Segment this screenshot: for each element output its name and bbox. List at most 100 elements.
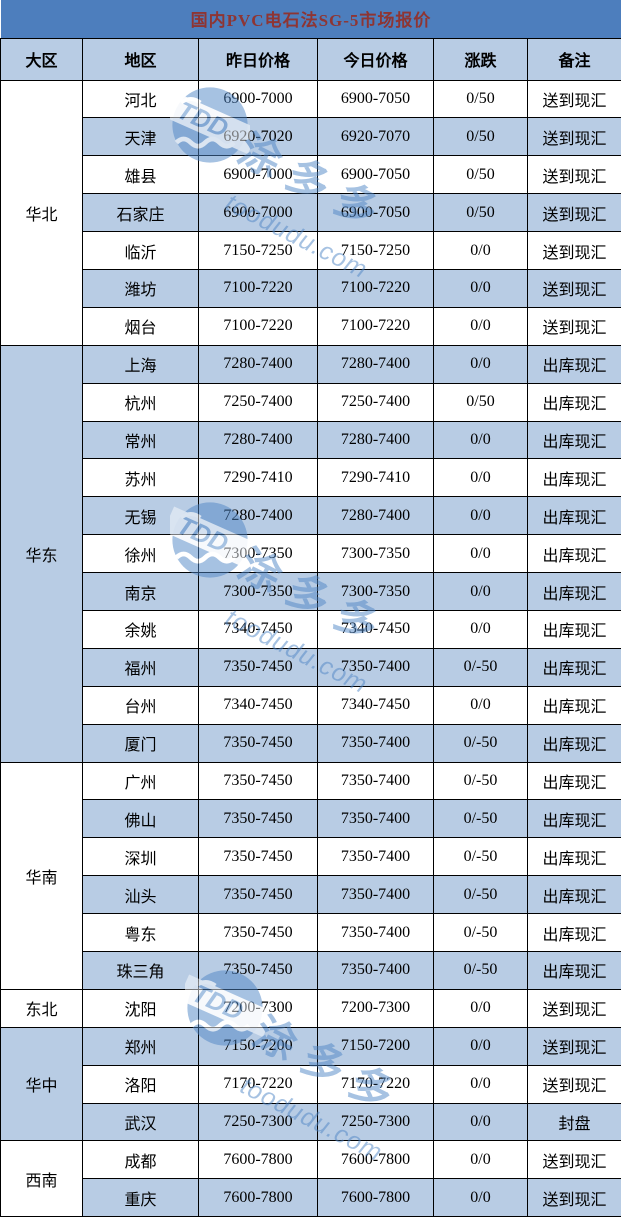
cell-today-price: 7100-7220	[317, 306, 434, 346]
cell-change: 0/50	[433, 382, 528, 422]
cell-note: 出库现汇	[526, 572, 621, 611]
table-body: 华北 河北 6900-7000 6900-7050 0/50 送到现汇 天津 6920-702…	[0, 79, 621, 1217]
cell-change: 0/0	[433, 609, 528, 649]
table-row: 台州 7340-7450 7340-7450 0/0 出库现汇	[1, 685, 621, 725]
cell-yesterday-price: 7250-7400	[198, 382, 318, 422]
cell-change: 0/0	[433, 306, 528, 346]
cell-today-price: 7170-7220	[317, 1064, 434, 1104]
table-row: 深圳 7350-7450 7350-7400 0/-50 出库现汇	[1, 837, 621, 877]
cell-change: 0/0	[433, 496, 528, 536]
cell-change: 0/50	[433, 117, 528, 157]
cell-change: 0/0	[433, 268, 528, 308]
cell-note: 出库现汇	[526, 761, 621, 801]
cell-yesterday-price: 7350-7450	[198, 647, 318, 687]
table-row: 余姚 7340-7450 7340-7450 0/0 出库现汇	[1, 609, 621, 649]
cell-yesterday-price: 7350-7450	[198, 723, 318, 763]
cell-area: 上海	[82, 344, 199, 384]
cell-note: 出库现汇	[526, 496, 621, 536]
cell-today-price: 7150-7200	[317, 1026, 434, 1066]
cell-today-price: 7350-7400	[317, 837, 434, 877]
cell-note: 出库现汇	[526, 534, 621, 574]
cell-today-price: 7200-7300	[317, 988, 434, 1028]
cell-area: 武汉	[82, 1102, 199, 1142]
cell-yesterday-price: 7350-7450	[198, 837, 318, 877]
cell-yesterday-price: 7350-7450	[198, 913, 318, 952]
table-row: 石家庄 6900-7000 6900-7050 0/50 送到现汇	[1, 193, 621, 233]
cell-today-price: 7280-7400	[317, 420, 434, 460]
header-change: 涨跌	[433, 37, 528, 81]
cell-note: 出库现汇	[526, 458, 621, 498]
cell-yesterday-price: 7150-7200	[198, 1026, 318, 1066]
table-row: 汕头 7350-7450 7350-7400 0/-50 出库现汇	[1, 875, 621, 915]
table-row: 天津 6920-7020 6920-7070 0/50 送到现汇	[1, 117, 621, 157]
cell-change: 0/0	[433, 1178, 528, 1217]
cell-change: 0/-50	[433, 875, 528, 915]
cell-change: 0/0	[433, 988, 528, 1028]
cell-change: 0/0	[433, 420, 528, 460]
region-cell: 华南	[0, 761, 83, 990]
cell-area: 雄县	[82, 155, 199, 195]
cell-yesterday-price: 7300-7350	[198, 534, 318, 574]
cell-today-price: 7250-7300	[317, 1102, 434, 1142]
cell-change: 0/50	[433, 79, 528, 119]
region-cell: 东北	[0, 988, 83, 1028]
cell-yesterday-price: 7150-7250	[198, 231, 318, 270]
cell-area: 福州	[82, 647, 199, 687]
table-row: 常州 7280-7400 7280-7400 0/0 出库现汇	[1, 420, 621, 460]
cell-note: 送到现汇	[526, 268, 621, 308]
cell-area: 广州	[82, 761, 199, 801]
cell-today-price: 7600-7800	[317, 1140, 434, 1180]
cell-yesterday-price: 6920-7020	[198, 117, 318, 157]
cell-area: 潍坊	[82, 268, 199, 308]
cell-today-price: 6900-7050	[317, 193, 434, 233]
cell-change: 0/-50	[433, 761, 528, 801]
cell-today-price: 7350-7400	[317, 875, 434, 915]
cell-note: 出库现汇	[526, 723, 621, 763]
cell-note: 出库现汇	[526, 382, 621, 422]
cell-change: 0/-50	[433, 913, 528, 952]
cell-yesterday-price: 7340-7450	[198, 609, 318, 649]
table-row: 雄县 6900-7000 6900-7050 0/50 送到现汇	[1, 155, 621, 195]
cell-today-price: 7280-7400	[317, 496, 434, 536]
cell-change: 0/-50	[433, 950, 528, 990]
table-row: 武汉 7250-7300 7250-7300 0/0 封盘	[1, 1102, 621, 1142]
cell-change: 0/0	[433, 1140, 528, 1180]
cell-area: 郑州	[82, 1026, 199, 1066]
cell-yesterday-price: 6900-7000	[198, 155, 318, 195]
cell-area: 无锡	[82, 496, 199, 536]
header-note: 备注	[526, 37, 621, 81]
cell-note: 出库现汇	[526, 799, 621, 839]
cell-area: 临沂	[82, 231, 199, 270]
table-row: 苏州 7290-7410 7290-7410 0/0 出库现汇	[1, 458, 621, 498]
table-row: 华北 河北 6900-7000 6900-7050 0/50 送到现汇	[0, 79, 621, 346]
header-area: 地区	[82, 37, 199, 81]
cell-area: 珠三角	[82, 950, 199, 990]
cell-note: 封盘	[526, 1102, 621, 1142]
cell-change: 0/0	[433, 685, 528, 725]
cell-area: 佛山	[82, 799, 199, 839]
cell-note: 出库现汇	[526, 420, 621, 460]
cell-today-price: 7290-7410	[317, 458, 434, 498]
cell-today-price: 6920-7070	[317, 117, 434, 157]
cell-yesterday-price: 7280-7400	[198, 496, 318, 536]
cell-yesterday-price: 6900-7000	[198, 193, 318, 233]
cell-change: 0/-50	[433, 647, 528, 687]
cell-change: 0/0	[433, 344, 528, 384]
cell-yesterday-price: 7100-7220	[198, 306, 318, 346]
cell-change: 0/50	[433, 155, 528, 195]
cell-yesterday-price: 7200-7300	[198, 988, 318, 1028]
table-title: 国内PVC电石法SG-5市场报价	[0, 0, 621, 38]
cell-area: 徐州	[82, 534, 199, 574]
cell-area: 沈阳	[82, 988, 199, 1028]
cell-change: 0/50	[433, 193, 528, 233]
cell-area: 烟台	[82, 306, 199, 346]
cell-today-price: 6900-7050	[317, 155, 434, 195]
cell-yesterday-price: 7350-7450	[198, 799, 318, 839]
cell-yesterday-price: 7300-7350	[198, 572, 318, 611]
table-row: 华中 郑州 7150-7200 7150-7200 0/0 送到现汇	[0, 1026, 621, 1142]
cell-today-price: 7600-7800	[317, 1178, 434, 1217]
cell-today-price: 7300-7350	[317, 572, 434, 611]
cell-yesterday-price: 7280-7400	[198, 344, 318, 384]
cell-note: 出库现汇	[526, 609, 621, 649]
